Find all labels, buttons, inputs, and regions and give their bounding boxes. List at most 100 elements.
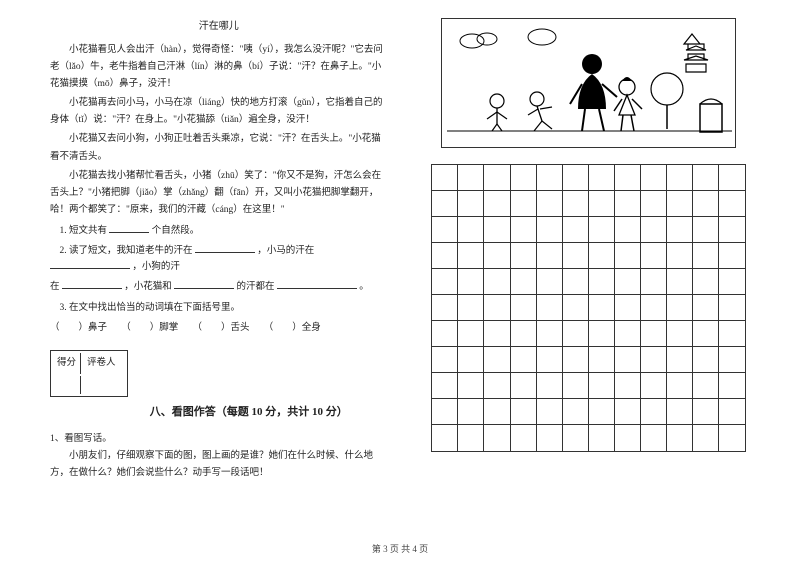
grid-cell[interactable]	[589, 373, 615, 399]
grid-cell[interactable]	[537, 243, 563, 269]
grid-cell[interactable]	[641, 165, 667, 191]
grader-value[interactable]	[83, 376, 120, 394]
grid-cell[interactable]	[589, 165, 615, 191]
grid-cell[interactable]	[458, 425, 484, 451]
grid-cell[interactable]	[484, 243, 510, 269]
q2-blank-3[interactable]	[62, 279, 122, 289]
grid-cell[interactable]	[719, 165, 745, 191]
grid-cell[interactable]	[589, 425, 615, 451]
grid-cell[interactable]	[667, 425, 693, 451]
grid-cell[interactable]	[615, 347, 641, 373]
grid-cell[interactable]	[563, 243, 589, 269]
grid-cell[interactable]	[589, 243, 615, 269]
grid-cell[interactable]	[641, 217, 667, 243]
grid-cell[interactable]	[563, 347, 589, 373]
grid-cell[interactable]	[432, 321, 458, 347]
grid-cell[interactable]	[458, 373, 484, 399]
grid-cell[interactable]	[458, 269, 484, 295]
grid-cell[interactable]	[719, 347, 745, 373]
grid-cell[interactable]	[432, 373, 458, 399]
grid-cell[interactable]	[667, 321, 693, 347]
grid-cell[interactable]	[432, 243, 458, 269]
grid-cell[interactable]	[511, 191, 537, 217]
grid-cell[interactable]	[511, 373, 537, 399]
grid-cell[interactable]	[641, 295, 667, 321]
grid-cell[interactable]	[667, 165, 693, 191]
grid-cell[interactable]	[484, 399, 510, 425]
grid-cell[interactable]	[537, 165, 563, 191]
grid-cell[interactable]	[615, 321, 641, 347]
q2-blank-2[interactable]	[50, 259, 130, 269]
grid-cell[interactable]	[537, 191, 563, 217]
grid-cell[interactable]	[458, 243, 484, 269]
grid-cell[interactable]	[537, 217, 563, 243]
grid-cell[interactable]	[458, 217, 484, 243]
grid-cell[interactable]	[615, 165, 641, 191]
grid-cell[interactable]	[563, 295, 589, 321]
q2-blank-4[interactable]	[174, 279, 234, 289]
grid-cell[interactable]	[511, 321, 537, 347]
grid-cell[interactable]	[563, 191, 589, 217]
grid-cell[interactable]	[693, 269, 719, 295]
grid-cell[interactable]	[719, 425, 745, 451]
grid-cell[interactable]	[432, 217, 458, 243]
grid-cell[interactable]	[484, 165, 510, 191]
grid-cell[interactable]	[589, 399, 615, 425]
grid-cell[interactable]	[719, 399, 745, 425]
grid-cell[interactable]	[615, 399, 641, 425]
grid-cell[interactable]	[484, 217, 510, 243]
grid-cell[interactable]	[484, 269, 510, 295]
grid-cell[interactable]	[589, 321, 615, 347]
grid-cell[interactable]	[484, 347, 510, 373]
grid-cell[interactable]	[537, 321, 563, 347]
grid-cell[interactable]	[719, 295, 745, 321]
grid-cell[interactable]	[641, 269, 667, 295]
grid-cell[interactable]	[641, 425, 667, 451]
grid-cell[interactable]	[667, 269, 693, 295]
grid-cell[interactable]	[484, 373, 510, 399]
grid-cell[interactable]	[667, 399, 693, 425]
grid-cell[interactable]	[641, 399, 667, 425]
grid-cell[interactable]	[432, 399, 458, 425]
grid-cell[interactable]	[484, 295, 510, 321]
grid-cell[interactable]	[693, 321, 719, 347]
grid-cell[interactable]	[641, 321, 667, 347]
grid-cell[interactable]	[458, 295, 484, 321]
grid-cell[interactable]	[537, 269, 563, 295]
grid-cell[interactable]	[537, 399, 563, 425]
writing-grid[interactable]	[431, 164, 746, 452]
grid-cell[interactable]	[563, 165, 589, 191]
grid-cell[interactable]	[615, 425, 641, 451]
grid-cell[interactable]	[667, 347, 693, 373]
grid-cell[interactable]	[563, 373, 589, 399]
grid-cell[interactable]	[484, 321, 510, 347]
grid-cell[interactable]	[719, 373, 745, 399]
grid-cell[interactable]	[693, 243, 719, 269]
grid-cell[interactable]	[511, 399, 537, 425]
grid-cell[interactable]	[563, 269, 589, 295]
grid-cell[interactable]	[641, 347, 667, 373]
grid-cell[interactable]	[458, 347, 484, 373]
grid-cell[interactable]	[719, 269, 745, 295]
grid-cell[interactable]	[458, 321, 484, 347]
grid-cell[interactable]	[537, 373, 563, 399]
grid-cell[interactable]	[615, 191, 641, 217]
grid-cell[interactable]	[537, 295, 563, 321]
grid-cell[interactable]	[432, 295, 458, 321]
grid-cell[interactable]	[458, 165, 484, 191]
grid-cell[interactable]	[693, 165, 719, 191]
grid-cell[interactable]	[511, 165, 537, 191]
grid-cell[interactable]	[641, 373, 667, 399]
grid-cell[interactable]	[693, 295, 719, 321]
grid-cell[interactable]	[563, 399, 589, 425]
grid-cell[interactable]	[667, 243, 693, 269]
grid-cell[interactable]	[693, 399, 719, 425]
q2-blank-1[interactable]	[195, 243, 255, 253]
q2-blank-5[interactable]	[277, 279, 357, 289]
grid-cell[interactable]	[432, 191, 458, 217]
grid-cell[interactable]	[615, 243, 641, 269]
grid-cell[interactable]	[667, 191, 693, 217]
grid-cell[interactable]	[589, 217, 615, 243]
grid-cell[interactable]	[693, 425, 719, 451]
grid-cell[interactable]	[615, 269, 641, 295]
